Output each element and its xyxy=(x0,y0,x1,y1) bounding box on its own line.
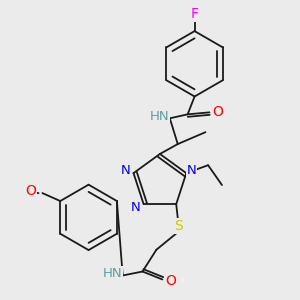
Text: S: S xyxy=(174,219,183,233)
Text: F: F xyxy=(190,7,199,21)
Text: N: N xyxy=(121,164,130,177)
Text: O: O xyxy=(212,105,223,119)
Text: HN: HN xyxy=(103,267,123,280)
Text: O: O xyxy=(165,274,176,288)
Text: N: N xyxy=(131,201,141,214)
Text: O: O xyxy=(25,184,36,198)
Text: N: N xyxy=(186,164,196,177)
Text: HN: HN xyxy=(150,110,170,123)
